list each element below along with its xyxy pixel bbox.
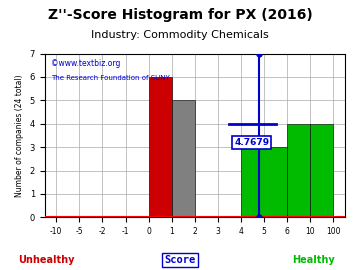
Text: Score: Score <box>165 255 195 265</box>
Text: Industry: Commodity Chemicals: Industry: Commodity Chemicals <box>91 30 269 40</box>
Bar <box>310 124 333 217</box>
Text: ©www.textbiz.org: ©www.textbiz.org <box>51 59 120 68</box>
Bar <box>149 77 172 217</box>
Text: Healthy: Healthy <box>292 255 334 265</box>
Bar <box>241 147 287 217</box>
Bar <box>287 124 310 217</box>
Text: 4.7679: 4.7679 <box>234 138 269 147</box>
Bar <box>172 100 195 217</box>
Text: Unhealthy: Unhealthy <box>19 255 75 265</box>
Text: Z''-Score Histogram for PX (2016): Z''-Score Histogram for PX (2016) <box>48 8 312 22</box>
Text: The Research Foundation of SUNY: The Research Foundation of SUNY <box>51 75 170 81</box>
Y-axis label: Number of companies (24 total): Number of companies (24 total) <box>15 74 24 197</box>
